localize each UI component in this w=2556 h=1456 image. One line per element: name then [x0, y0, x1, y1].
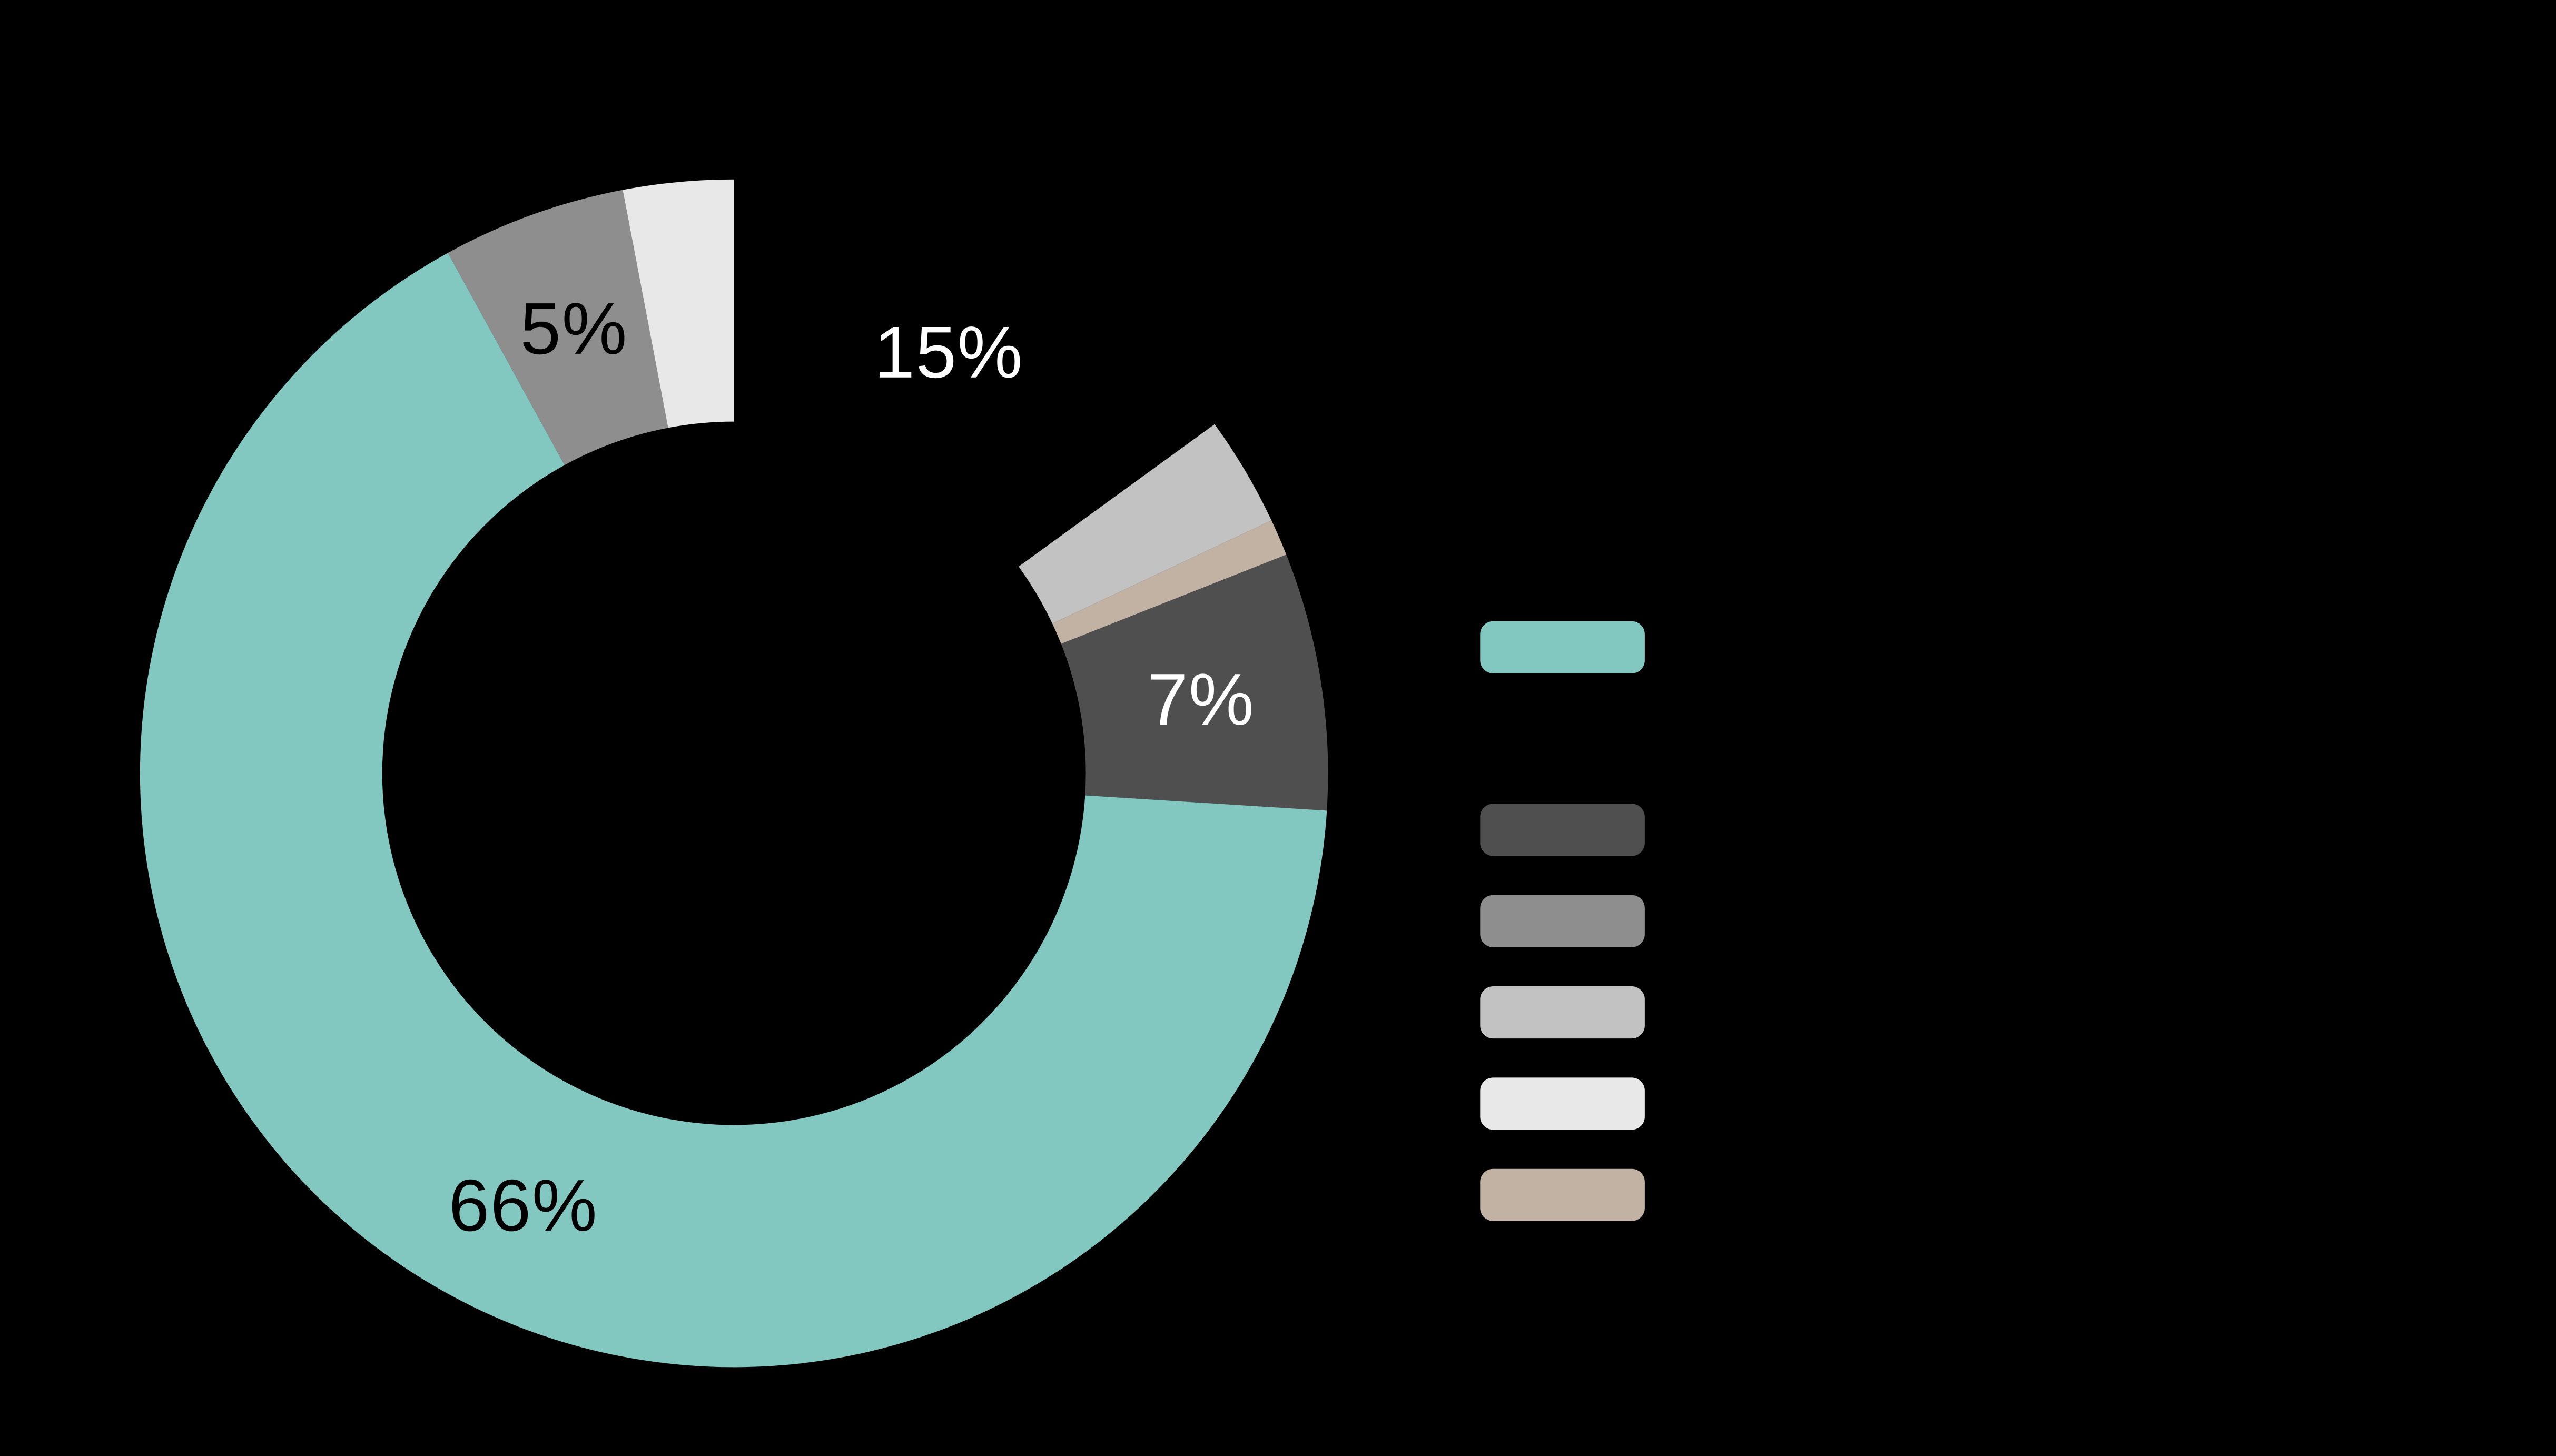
donut-slice-medium-gray — [448, 190, 668, 465]
donut-slices — [140, 179, 1328, 1368]
legend — [1480, 621, 1645, 1221]
slice-label-medium-gray: 5% — [520, 288, 628, 370]
slice-label-teal: 66% — [449, 1164, 598, 1246]
donut-slice-light-gray — [1019, 424, 1272, 624]
donut-slice-dark-gray — [1061, 554, 1328, 811]
legend-swatch-dark-gray — [1480, 804, 1645, 856]
donut-slice-black — [734, 179, 1215, 567]
legend-swatch-white — [1480, 1077, 1645, 1130]
legend-swatch-teal — [1480, 621, 1645, 673]
donut-slice-teal — [140, 253, 1327, 1368]
slice-labels: 15% 7% 66% 5% — [449, 288, 1255, 1246]
legend-swatch-tan — [1480, 1168, 1645, 1221]
slice-label-dark-gray: 7% — [1147, 658, 1255, 740]
legend-swatch-light-gray — [1480, 986, 1645, 1039]
donut-slice-white — [623, 179, 734, 428]
slice-label-black: 15% — [874, 311, 1023, 393]
legend-swatch-medium-gray — [1480, 895, 1645, 947]
legend-swatch-black — [1480, 712, 1645, 765]
donut-slice-tan — [1052, 520, 1287, 644]
